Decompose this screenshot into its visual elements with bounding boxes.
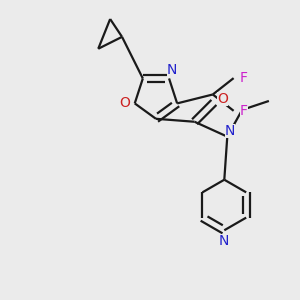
Text: F: F — [240, 71, 248, 85]
Text: O: O — [218, 92, 228, 106]
Text: F: F — [240, 104, 248, 118]
Text: N: N — [167, 62, 177, 76]
Text: N: N — [219, 234, 230, 248]
Text: N: N — [225, 124, 236, 138]
Text: O: O — [119, 96, 130, 110]
